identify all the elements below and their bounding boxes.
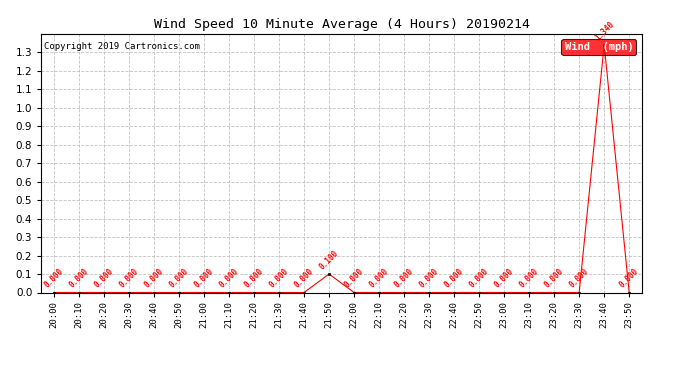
Text: 0.000: 0.000 [92, 267, 115, 290]
Text: 0.000: 0.000 [443, 267, 466, 290]
Text: 0.000: 0.000 [493, 267, 515, 290]
Text: 1.340: 1.340 [593, 20, 615, 42]
Text: 0.000: 0.000 [618, 267, 640, 290]
Text: 0.000: 0.000 [168, 267, 190, 290]
Text: 0.000: 0.000 [468, 267, 491, 290]
Text: 0.000: 0.000 [293, 267, 315, 290]
Text: 0.000: 0.000 [117, 267, 140, 290]
Text: 0.000: 0.000 [43, 267, 66, 290]
Text: 0.000: 0.000 [68, 267, 90, 290]
Text: 0.000: 0.000 [243, 267, 266, 290]
Legend: Wind  (mph): Wind (mph) [562, 39, 636, 55]
Text: 0.000: 0.000 [217, 267, 240, 290]
Text: Copyright 2019 Cartronics.com: Copyright 2019 Cartronics.com [44, 42, 200, 51]
Text: 0.000: 0.000 [568, 267, 591, 290]
Text: 0.000: 0.000 [417, 267, 440, 290]
Text: 0.000: 0.000 [143, 267, 166, 290]
Text: 0.000: 0.000 [368, 267, 391, 290]
Text: 0.100: 0.100 [317, 249, 340, 271]
Text: 0.000: 0.000 [343, 267, 366, 290]
Text: 0.000: 0.000 [268, 267, 290, 290]
Text: 0.000: 0.000 [518, 267, 540, 290]
Text: 0.000: 0.000 [393, 267, 415, 290]
Text: 0.000: 0.000 [193, 267, 215, 290]
Title: Wind Speed 10 Minute Average (4 Hours) 20190214: Wind Speed 10 Minute Average (4 Hours) 2… [154, 18, 529, 31]
Text: 0.000: 0.000 [543, 267, 566, 290]
